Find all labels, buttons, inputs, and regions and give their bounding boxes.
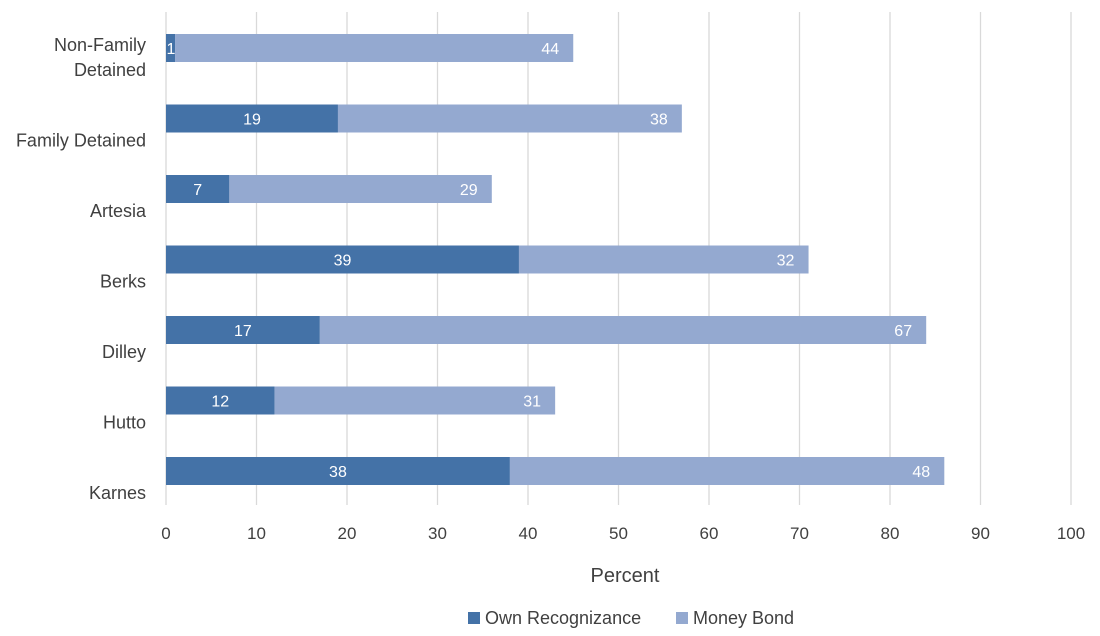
category-label: Non-Family xyxy=(54,35,146,55)
legend-label: Money Bond xyxy=(693,608,794,628)
legend-label: Own Recognizance xyxy=(485,608,641,628)
bars: 1 44 19 38 7 29 39 32 17 67 12 31 38 48 xyxy=(166,34,945,485)
data-label: 38 xyxy=(329,464,347,481)
bar-segment xyxy=(166,245,519,274)
category-label: Family Detained xyxy=(16,131,146,151)
bar-segment xyxy=(337,104,682,133)
x-tick-label: 20 xyxy=(338,524,357,543)
x-tick-label: 70 xyxy=(790,524,809,543)
bar-segment xyxy=(166,457,510,485)
category-label: Karnes xyxy=(89,483,146,503)
data-label: 38 xyxy=(650,112,668,129)
bar-segment xyxy=(229,175,492,203)
x-tick-label: 90 xyxy=(971,524,990,543)
x-tick-label: 10 xyxy=(247,524,266,543)
x-axis-title: Percent xyxy=(591,565,660,587)
x-tick-label: 0 xyxy=(161,524,170,543)
bar-segment xyxy=(166,316,320,344)
bar-segment xyxy=(509,457,945,485)
x-tick-label: 50 xyxy=(609,524,628,543)
bar-segment xyxy=(518,245,809,274)
data-label: 67 xyxy=(894,323,912,340)
data-label: 29 xyxy=(460,182,478,199)
category-label: Hutto xyxy=(103,413,146,433)
data-label: 48 xyxy=(912,464,930,481)
category-label: Detained xyxy=(74,60,146,80)
x-tick-label: 60 xyxy=(700,524,719,543)
data-label: 39 xyxy=(334,253,352,270)
bar-segment xyxy=(166,386,275,415)
x-tick-labels: 0 10 20 30 40 50 60 70 80 90 100 xyxy=(161,524,1085,543)
category-label: Berks xyxy=(100,272,146,292)
bar-segment xyxy=(166,104,338,133)
data-label: 31 xyxy=(523,394,541,411)
legend-swatch xyxy=(468,612,480,624)
x-tick-label: 40 xyxy=(519,524,538,543)
category-label: Artesia xyxy=(90,201,147,221)
x-tick-label: 80 xyxy=(881,524,900,543)
category-labels: Non-Family Detained Family Detained Artesia… xyxy=(16,35,147,503)
data-label: 44 xyxy=(541,41,559,58)
data-label: 19 xyxy=(243,112,261,129)
bar-segment xyxy=(274,386,556,415)
bar-segment xyxy=(166,175,230,203)
bar-segment xyxy=(319,316,927,344)
data-label: 32 xyxy=(777,253,795,270)
legend: Own Recognizance Money Bond xyxy=(468,608,794,628)
data-label: 1 xyxy=(167,41,176,58)
bar-segment xyxy=(175,34,574,62)
data-label: 12 xyxy=(211,394,229,411)
x-tick-label: 30 xyxy=(428,524,447,543)
x-tick-label: 100 xyxy=(1057,524,1085,543)
data-label: 17 xyxy=(234,323,252,340)
legend-swatch xyxy=(676,612,688,624)
category-label: Dilley xyxy=(102,342,146,362)
bar-segment xyxy=(166,34,176,62)
data-label: 7 xyxy=(193,182,202,199)
